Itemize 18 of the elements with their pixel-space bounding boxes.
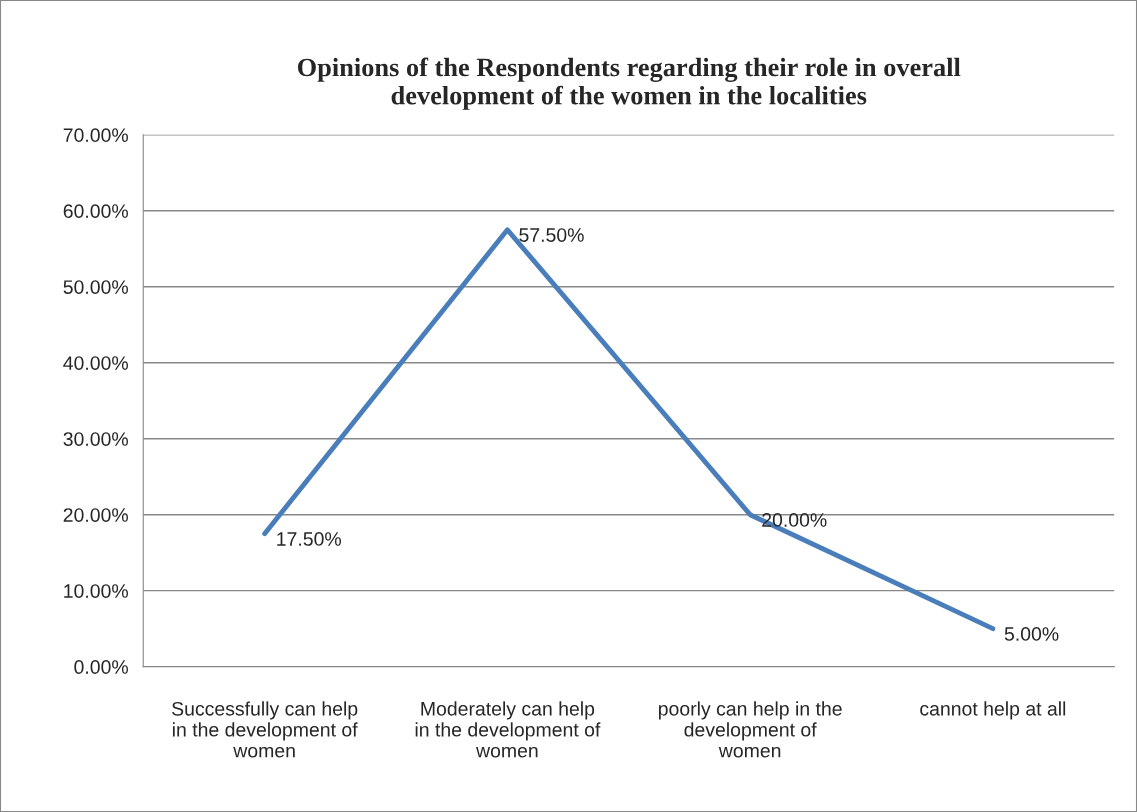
x-tick-label: cannot help at all: [920, 701, 1066, 720]
x-tick-label: Successfully can help in the development of women: [172, 701, 358, 758]
data-label: 20.00%: [762, 513, 827, 527]
data-label: 57.50%: [519, 228, 584, 242]
y-tick-label: 20.00%: [63, 508, 128, 522]
x-tick-label: Moderately can help in the development of women: [415, 701, 601, 758]
data-label: 5.00%: [1004, 627, 1059, 641]
y-tick-label: 50.00%: [63, 280, 128, 294]
y-tick-label: 0.00%: [74, 660, 128, 674]
chart-title: Opinions of the Respondents regarding their role in overall development of the women in the localities: [297, 57, 961, 110]
line-series: [262, 227, 996, 632]
y-tick-label: 10.00%: [64, 584, 128, 598]
y-tick-label: 70.00%: [63, 128, 128, 143]
y-tick-label: 40.00%: [63, 356, 128, 370]
data-label: 17.50%: [277, 532, 341, 546]
y-tick-label: 30.00%: [63, 432, 128, 446]
y-tick-label: 60.00%: [63, 204, 128, 219]
x-tick-label: poorly can help in the development of women: [658, 701, 842, 758]
